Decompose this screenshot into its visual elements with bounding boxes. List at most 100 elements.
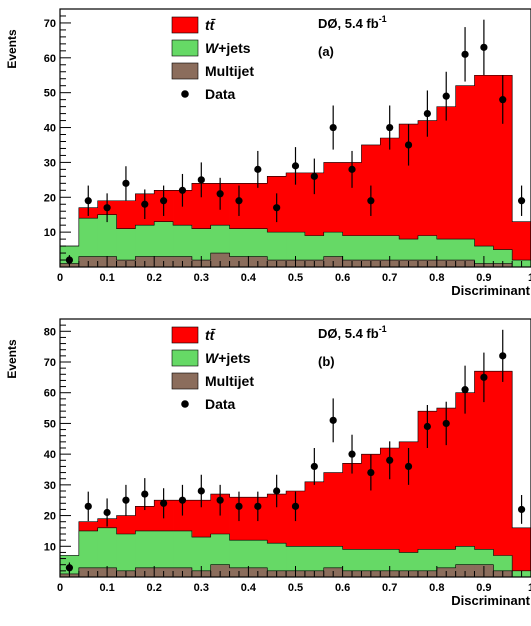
xtick-label: 0.4: [241, 272, 257, 284]
data-point-22: [480, 373, 488, 381]
bar-w-jets-3: [116, 534, 136, 577]
bar-w-jets-12: [286, 546, 306, 577]
legend-swatch-multijet: [171, 62, 199, 80]
data-point-9: [235, 502, 243, 510]
legend-swatch-tt: [171, 16, 199, 34]
data-point-15: [348, 165, 356, 173]
xtick-label: 0.1: [99, 582, 114, 594]
ytick-label: 30: [44, 480, 56, 492]
data-point-12: [291, 502, 300, 510]
bar-w-jets-17: [380, 235, 400, 267]
ytick-label: 50: [44, 418, 56, 430]
data-point-7: [197, 176, 205, 184]
ytick-label: 40: [44, 123, 56, 135]
panel-1: 10 20 30 40 50 60 70 80 0 0.1 0.2 0.3 0.4 0.5 0.6 0.7 0.…: [5, 318, 531, 608]
bar-tt-18: [399, 124, 419, 268]
legend-label-2: Multijet: [205, 63, 254, 79]
bar-w-jets-16: [361, 549, 381, 577]
xtick-label: 0.1: [99, 272, 114, 284]
data-point-3: [122, 496, 130, 504]
xtick-label: 0.8: [429, 582, 444, 594]
data-point-19: [423, 109, 431, 118]
legend-label-1: W+jets: [205, 350, 251, 366]
xtick-label: 0.3: [194, 272, 209, 284]
bar-tt-23: [493, 75, 513, 267]
bar-multijet-8: [210, 253, 230, 267]
data-point-0: [65, 256, 74, 264]
bar-w-jets-13: [304, 546, 325, 577]
xtick-label: 0.7: [382, 272, 397, 284]
bar-tt-24: [512, 221, 531, 267]
bar-tt-19: [417, 411, 438, 577]
bar-multijet-21: [455, 564, 475, 577]
data-point-6: [178, 496, 187, 504]
data-point-14: [329, 123, 337, 132]
data-point-18: [404, 462, 413, 471]
bar-tt-18: [399, 441, 419, 577]
data-point-2: [103, 508, 111, 517]
panel-label: (a): [318, 44, 334, 59]
bar-w-jets-7: [191, 537, 212, 577]
xtick-label: 0.8: [429, 272, 444, 284]
bar-w-jets-2: [97, 527, 117, 577]
bar-tt-23: [493, 371, 513, 577]
data-point-19: [423, 422, 431, 431]
data-point-20: [442, 419, 450, 428]
data-point-0: [65, 564, 74, 572]
bar-multijet-8: [210, 564, 230, 577]
bar-tt-21: [455, 85, 475, 268]
xtick-label: 0.6: [335, 582, 350, 594]
data-point-6: [178, 186, 187, 194]
bar-w-jets-1: [78, 530, 99, 577]
xtick-label: 0.5: [288, 272, 303, 284]
x-axis-title: Discriminant: [451, 593, 530, 608]
ytick-label: 70: [44, 357, 56, 369]
legend-label-0: tt̄: [205, 17, 216, 33]
legend-swatch-w-jets: [171, 39, 199, 57]
legend-label-1: W+jets: [205, 40, 251, 56]
data-point-2: [103, 204, 111, 212]
bar-tt-20: [436, 408, 457, 577]
data-point-14: [329, 416, 337, 424]
bar-w-jets-5: [154, 530, 174, 577]
ytick-label: 40: [44, 449, 56, 461]
data-point-13: [310, 172, 318, 180]
data-point-21: [461, 50, 469, 58]
bar-tt-22: [474, 75, 494, 267]
xtick-label: 0.4: [241, 582, 257, 594]
bar-w-jets-5: [154, 221, 174, 267]
bar-tt-17: [380, 138, 400, 267]
x-axis-title: Discriminant: [451, 283, 530, 298]
data-point-1: [84, 197, 92, 205]
bar-tt-20: [436, 106, 457, 268]
legend-marker-data: [181, 400, 189, 408]
ytick-label: 10: [44, 541, 56, 553]
stack-outline-0: [60, 252, 531, 268]
bar-w-jets-7: [191, 228, 212, 267]
data-point-22: [480, 43, 488, 51]
xtick-label: 0: [57, 582, 63, 594]
xtick-label: 0.9: [476, 582, 491, 594]
data-point-24: [517, 505, 526, 514]
bar-w-jets-3: [116, 228, 136, 267]
bar-w-jets-19: [417, 549, 438, 577]
bar-w-jets-13: [304, 235, 325, 267]
data-point-11: [273, 204, 281, 212]
xtick-label: 0.2: [147, 582, 162, 594]
ytick-label: 20: [44, 511, 56, 523]
panel-label: (b): [318, 354, 335, 369]
ytick-label: 10: [44, 227, 56, 239]
data-point-17: [386, 123, 394, 132]
bar-w-jets-15: [342, 549, 362, 577]
bar-tt-17: [380, 448, 400, 577]
stack-outline-1: [60, 214, 531, 261]
bar-w-jets-2: [97, 214, 117, 267]
bar-w-jets-11: [267, 232, 287, 267]
data-point-8: [216, 190, 224, 198]
bar-w-jets-15: [342, 235, 362, 267]
panel-0: 10 20 30 40 50 60 70 0 0.1 0.2 0.3 0.4 0.5 0.6 0.7 0.8 0…: [5, 8, 531, 298]
xtick-label: 1: [528, 582, 531, 594]
data-point-5: [160, 197, 168, 205]
